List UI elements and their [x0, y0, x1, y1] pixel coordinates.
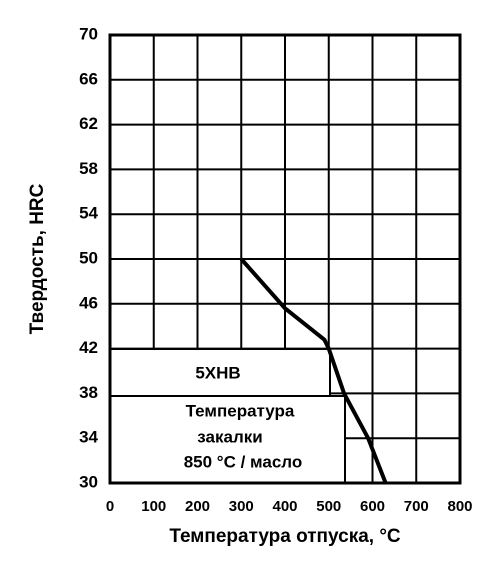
y-tick-label: 38 — [79, 383, 98, 402]
y-axis-label: Твердость, HRC — [27, 183, 48, 334]
label-box — [109, 395, 346, 484]
x-tick-label: 700 — [404, 498, 429, 515]
y-tick-label: 70 — [79, 24, 98, 43]
annotation: закалки — [197, 427, 262, 446]
y-tick-label: 46 — [79, 293, 98, 312]
y-tick-label: 42 — [79, 338, 98, 357]
plot-frame — [108, 33, 462, 485]
y-tick-label: 54 — [79, 204, 98, 223]
y-tick-label: 30 — [79, 472, 98, 491]
x-tick-label: 800 — [447, 498, 472, 515]
x-axis-label: Температура отпуска, °C — [169, 526, 401, 547]
x-tick-label: 300 — [229, 498, 254, 515]
x-tick-label: 100 — [141, 498, 166, 515]
x-tick-label: 500 — [316, 498, 341, 515]
annotation: 850 °C / масло — [184, 452, 303, 471]
y-tick-label: 62 — [79, 114, 98, 133]
y-tick-label: 34 — [79, 428, 98, 447]
x-tick-label: 400 — [272, 498, 297, 515]
annotation-boxes — [109, 348, 346, 484]
y-tick-label: 66 — [79, 69, 98, 88]
data-line — [239, 257, 388, 484]
x-tick-label: 0 — [106, 498, 114, 515]
annotation: Температура — [186, 401, 295, 420]
y-tick-label: 58 — [79, 159, 98, 178]
x-tick-label: 200 — [185, 498, 210, 515]
plot — [239, 257, 388, 484]
y-tick-label: 50 — [79, 248, 98, 267]
x-tick-label: 600 — [360, 498, 385, 515]
annotation: 5ХНВ — [195, 363, 240, 382]
